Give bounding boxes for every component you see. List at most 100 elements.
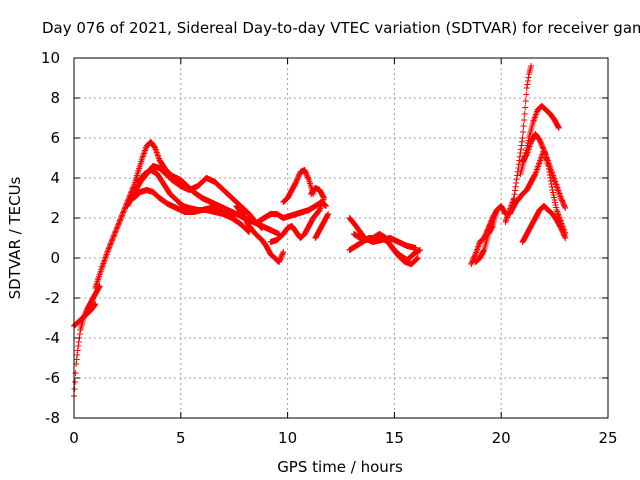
data-point bbox=[108, 239, 115, 245]
data-point bbox=[119, 212, 126, 219]
data-point bbox=[489, 224, 496, 230]
y-tick-label: 2 bbox=[50, 209, 60, 227]
y-tick-label: 8 bbox=[50, 89, 60, 107]
y-tick-label: -2 bbox=[45, 289, 60, 307]
data-point bbox=[74, 347, 81, 354]
data-point bbox=[525, 74, 532, 81]
data-point bbox=[513, 180, 520, 186]
data-point bbox=[493, 207, 500, 213]
data-point bbox=[120, 209, 127, 216]
data-point bbox=[120, 208, 127, 215]
data-point bbox=[111, 232, 118, 239]
data-point bbox=[523, 85, 530, 91]
data-point bbox=[107, 241, 114, 248]
data-point bbox=[115, 220, 122, 227]
data-point bbox=[75, 343, 82, 349]
data-point bbox=[480, 248, 487, 254]
data-point bbox=[108, 237, 115, 244]
data-point bbox=[528, 63, 535, 69]
data-point bbox=[112, 229, 119, 236]
data-point bbox=[472, 252, 479, 259]
data-point bbox=[517, 146, 524, 153]
data-point bbox=[520, 123, 527, 129]
data-point bbox=[117, 216, 124, 223]
data-point bbox=[107, 240, 114, 247]
data-point bbox=[113, 227, 120, 233]
data-point bbox=[109, 236, 116, 243]
chart-title: Day 076 of 2021, Sidereal Day-to-day VTE… bbox=[42, 19, 640, 37]
series-track-7 bbox=[233, 203, 287, 265]
data-point bbox=[555, 124, 562, 130]
data-point bbox=[517, 150, 524, 156]
data-point bbox=[280, 249, 287, 255]
series-track-11 bbox=[308, 185, 327, 201]
data-point bbox=[112, 228, 119, 235]
data-point bbox=[110, 233, 117, 240]
data-point bbox=[511, 191, 518, 198]
data-point bbox=[91, 301, 98, 308]
data-point bbox=[520, 129, 527, 135]
data-point bbox=[523, 91, 530, 98]
data-point bbox=[74, 352, 81, 358]
data-point bbox=[545, 163, 552, 169]
data-point bbox=[513, 176, 520, 183]
data-point bbox=[117, 215, 124, 221]
data-point bbox=[121, 207, 128, 213]
series-track-22 bbox=[519, 203, 569, 245]
series-track-10 bbox=[267, 195, 327, 245]
data-point bbox=[116, 219, 123, 225]
data-point bbox=[522, 98, 529, 104]
data-point bbox=[524, 78, 531, 84]
y-axis-label: SDTVAR / TECUs bbox=[6, 176, 24, 299]
data-markers bbox=[71, 63, 569, 399]
data-point bbox=[562, 205, 569, 211]
x-tick-label: 20 bbox=[492, 429, 511, 447]
y-tick-label: 0 bbox=[50, 249, 60, 267]
data-point bbox=[115, 221, 122, 228]
x-axis-label: GPS time / hours bbox=[277, 458, 403, 476]
data-point bbox=[113, 225, 120, 232]
data-point bbox=[518, 142, 525, 149]
data-point bbox=[105, 245, 112, 252]
data-point bbox=[325, 211, 332, 217]
data-point bbox=[121, 205, 128, 212]
data-point bbox=[320, 194, 327, 200]
data-point bbox=[522, 104, 529, 111]
data-point bbox=[75, 339, 82, 345]
data-point bbox=[320, 195, 327, 201]
data-point bbox=[119, 211, 126, 217]
data-point bbox=[524, 81, 531, 88]
data-point bbox=[547, 175, 554, 181]
data-point bbox=[546, 172, 553, 178]
data-point bbox=[305, 175, 312, 182]
data-point bbox=[562, 235, 569, 241]
x-tick-label: 0 bbox=[69, 429, 79, 447]
data-point bbox=[279, 250, 286, 257]
data-point bbox=[561, 203, 568, 210]
y-tick-label: -6 bbox=[45, 369, 60, 387]
data-point bbox=[516, 153, 523, 160]
data-point bbox=[545, 166, 552, 172]
data-point bbox=[73, 356, 80, 363]
x-tick-label: 25 bbox=[598, 429, 617, 447]
y-tick-label: -8 bbox=[45, 409, 60, 427]
data-point bbox=[76, 331, 83, 337]
series-track-15 bbox=[350, 231, 421, 267]
data-point bbox=[118, 213, 125, 220]
data-point bbox=[106, 244, 113, 251]
data-point bbox=[511, 195, 518, 201]
data-point bbox=[114, 224, 121, 231]
data-point bbox=[114, 223, 121, 229]
series-track-6 bbox=[135, 167, 253, 235]
data-point bbox=[521, 111, 528, 117]
data-point bbox=[106, 243, 113, 249]
data-point bbox=[111, 231, 118, 237]
data-point bbox=[116, 217, 123, 224]
data-point bbox=[521, 117, 528, 123]
data-point bbox=[546, 169, 553, 175]
data-point bbox=[514, 172, 521, 179]
y-tick-label: 4 bbox=[50, 169, 60, 187]
x-tick-label: 15 bbox=[385, 429, 404, 447]
x-tick-label: 5 bbox=[176, 429, 186, 447]
